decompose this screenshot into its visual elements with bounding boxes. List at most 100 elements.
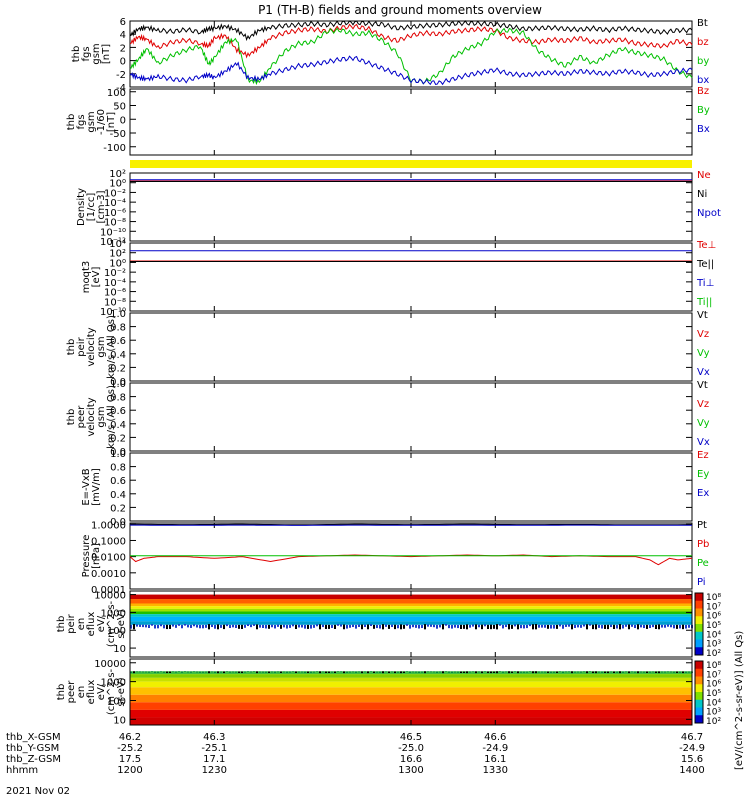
y-axis-label: eV/	[96, 615, 107, 632]
heatmap-speckle	[619, 671, 621, 674]
heatmap-speckle	[142, 671, 144, 673]
heatmap-speckle	[454, 671, 456, 673]
heatmap-speckle	[274, 671, 276, 673]
heatmap-speckle	[580, 671, 582, 673]
y-axis-label: fgs	[81, 46, 92, 61]
heatmap-speckle	[205, 624, 207, 628]
heatmap-speckle	[169, 671, 171, 674]
y-tick-label: -100	[103, 143, 126, 154]
heatmap-speckle	[634, 671, 636, 673]
legend-Ey: Ey	[697, 469, 709, 480]
heatmap-speckle	[298, 624, 300, 628]
heatmap-speckle	[373, 671, 375, 673]
heatmap-speckle	[478, 671, 480, 673]
y-axis-label: moqt3	[81, 261, 92, 294]
heatmap-speckle	[649, 624, 651, 629]
heatmap-speckle	[133, 624, 135, 630]
date-label: 2021 Nov 02	[6, 786, 70, 797]
y-tick-label: 0.2	[110, 363, 126, 374]
heatmap-speckle	[511, 624, 513, 629]
heatmap-speckle	[229, 671, 231, 673]
heatmap-band	[130, 603, 692, 607]
panel-peir_velocity: 1.0 0.8 0.6 0.4 0.2 0.0 thb peir velocity gsm km/s…	[66, 309, 710, 388]
heatmap-speckle	[247, 671, 249, 672]
heatmap-band	[130, 614, 692, 617]
y-tick-label: 2	[120, 43, 126, 54]
heatmap-speckle	[394, 624, 396, 630]
heatmap-speckle	[373, 624, 375, 629]
x-row-name: hhmm	[6, 765, 38, 776]
heatmap-speckle	[325, 624, 327, 629]
y-axis-label: gsm	[96, 336, 107, 357]
heatmap-speckle	[187, 624, 189, 628]
heatmap-speckle	[604, 624, 606, 629]
heatmap-speckle	[352, 624, 354, 628]
y-tick-label: 10²	[109, 169, 126, 180]
x-row-value: 1200	[117, 765, 142, 776]
y-axis-label: [nT]	[106, 112, 117, 132]
heatmap-speckle	[328, 624, 330, 629]
heatmap-speckle	[289, 624, 291, 628]
colorbar-segment	[695, 600, 703, 609]
y-axis-label: thb	[66, 339, 77, 356]
colorbars: 10⁸10⁷10⁶10⁵10⁴10³10²10⁸10⁷10⁶10⁵10⁴10³1…	[694, 592, 721, 727]
heatmap-speckle	[670, 624, 672, 628]
heatmap-speckle	[658, 624, 660, 630]
heatmap-speckle	[364, 624, 366, 627]
heatmap-speckle	[616, 671, 618, 673]
heatmap-speckle	[436, 671, 438, 673]
heatmap-speckle	[370, 624, 372, 627]
colorbar-tick-label: 10⁶	[706, 612, 721, 622]
y-tick-label: 0.8	[110, 463, 126, 474]
heatmap-speckle	[595, 624, 597, 630]
y-tick-label: 100	[107, 626, 126, 637]
legend-Vy: Vy	[697, 418, 710, 429]
heatmap-speckle	[226, 624, 228, 627]
heatmap-speckle	[631, 624, 633, 627]
legend-Pe: Pe	[697, 558, 709, 569]
heatmap-speckle	[214, 671, 216, 673]
heatmap-speckle	[643, 671, 645, 673]
panel-frame	[129, 88, 693, 156]
y-tick-label: 0.8	[110, 323, 126, 334]
heatmap-band	[130, 702, 692, 710]
heatmap-speckle	[604, 671, 606, 674]
panel-fgs: 6 4 2 0 -2 -4 thb fgs gsm [nT] Bt bz by bx	[71, 17, 709, 94]
heatmap-band	[130, 709, 692, 718]
heatmap-speckle	[577, 624, 579, 628]
series-bx	[129, 55, 693, 86]
heatmap-speckle	[139, 624, 141, 627]
y-axis-label: Density	[76, 188, 87, 226]
heatmap-speckle	[271, 671, 273, 673]
heatmap-speckle	[304, 624, 306, 629]
heatmap-speckle	[217, 624, 219, 630]
colorbar-segment	[695, 699, 703, 708]
heatmap-speckle	[637, 671, 639, 674]
heatmap-speckle	[496, 624, 498, 630]
heatmap-speckle	[532, 624, 534, 630]
heatmap-speckle	[586, 624, 588, 630]
heatmap-speckle	[646, 671, 648, 673]
series-Pb	[129, 554, 693, 566]
heatmap-speckle	[160, 671, 162, 673]
heatmap-speckle	[415, 671, 417, 673]
heatmap-speckle	[136, 671, 138, 673]
y-axis-label: Pressure	[81, 535, 92, 578]
heatmap-speckle	[280, 624, 282, 629]
series-by	[129, 27, 693, 86]
heatmap-speckle	[172, 671, 174, 673]
panel-frame	[129, 312, 693, 382]
heatmap-speckle	[277, 624, 279, 627]
colorbar-tick-label: 10⁵	[706, 689, 721, 699]
heatmap-speckle	[406, 671, 408, 672]
y-tick-label: 1.0000	[91, 520, 126, 531]
x-axis-labels: thb_X-GSM 46.2 46.3 46.5 46.6 46.7 thb_Y-GSM -2…	[6, 732, 705, 776]
heatmap-speckle	[235, 671, 237, 673]
heatmap-speckle	[130, 671, 132, 673]
y-tick-label: 10⁻⁴	[104, 278, 126, 289]
y-tick-label: 10	[113, 644, 126, 655]
y-axis-label: fgs	[76, 114, 87, 129]
heatmap-speckle	[262, 624, 264, 628]
heatmap-speckle	[367, 624, 369, 630]
heatmap-speckle	[469, 671, 471, 673]
